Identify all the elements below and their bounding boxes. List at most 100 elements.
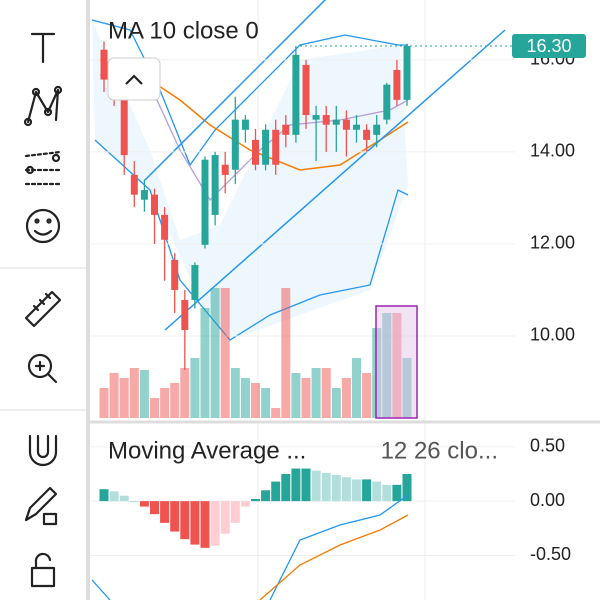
collapse-button[interactable]: [107, 57, 161, 101]
macd-bar: [281, 473, 291, 502]
volume-bar: [119, 378, 129, 418]
volume-bar: [271, 408, 281, 418]
volume-bar: [321, 368, 331, 418]
macd-bar: [139, 501, 149, 507]
tool-fib[interactable]: [24, 150, 62, 186]
last-price-label: 16.30: [526, 36, 571, 56]
candle-body: [100, 49, 108, 80]
bollinger-fill: [92, 20, 408, 340]
candle-body: [221, 164, 229, 175]
y-tick-label: 0.50: [530, 436, 565, 456]
ma-line: [99, 74, 409, 202]
macd-line: [91, 579, 111, 601]
tool-zoom[interactable]: [27, 353, 58, 384]
volume-bar: [150, 398, 159, 418]
last-price-badge: [512, 34, 586, 59]
signal-line: [259, 514, 409, 601]
tool-lock[interactable]: [30, 552, 56, 588]
candle-body: [272, 129, 280, 165]
macd-bar: [160, 501, 170, 523]
volume-bar: [180, 368, 190, 418]
macd-bar: [321, 472, 331, 502]
candle-body: [332, 119, 340, 125]
macd-bar: [392, 484, 402, 502]
volume-bar: [190, 358, 200, 418]
macd-bar: [362, 479, 372, 502]
candle-body: [312, 115, 320, 120]
volume-bar: [291, 373, 301, 418]
macd-bar: [170, 501, 180, 532]
volume-bar: [281, 288, 291, 418]
macd-bar: [129, 501, 139, 503]
candle-body: [211, 155, 219, 215]
macd-bar: [210, 501, 220, 546]
y-tick-label: 14.00: [530, 141, 575, 161]
volume-bar: [382, 313, 392, 418]
tool-lock-draw[interactable]: [24, 486, 58, 526]
candle-body: [241, 119, 249, 130]
indicator-title: MA 10 close 0: [108, 17, 259, 44]
macd-title: Moving Average ...: [108, 437, 306, 464]
tool-ruler[interactable]: [24, 290, 62, 328]
macd-bar: [251, 498, 260, 502]
candle-body: [353, 124, 360, 130]
y-tick-label: 10.00: [530, 325, 575, 345]
candle-body: [151, 194, 158, 215]
candle-body: [201, 159, 209, 245]
y-tick-label: 0.00: [530, 490, 565, 510]
volume-bar: [261, 388, 271, 418]
highlight-box: [375, 305, 418, 419]
candle-body: [140, 190, 148, 200]
candle-body: [282, 124, 290, 135]
macd-bar: [200, 501, 210, 548]
macd-bar: [291, 468, 301, 502]
volume-bar: [139, 370, 149, 418]
candle-body: [373, 124, 381, 135]
y-tick-label: 12.00: [530, 233, 575, 253]
macd-bar: [372, 481, 382, 502]
macd-bar: [230, 501, 240, 523]
candle-body: [181, 300, 189, 330]
candle-body: [231, 119, 239, 170]
volume-bar: [251, 383, 260, 418]
candle-body: [161, 214, 169, 240]
candle-body: [171, 260, 179, 290]
tool-text[interactable]: [30, 32, 56, 64]
candle-body: [302, 64, 310, 116]
macd-bar: [190, 501, 200, 545]
candle-body: [363, 129, 371, 140]
macd-bar: [220, 501, 230, 534]
macd-line: [269, 494, 409, 601]
trend-line: [144, 0, 327, 181]
macd-params: 12 26 clo...: [381, 437, 498, 464]
candle-body: [262, 129, 270, 165]
macd-bar: [331, 475, 341, 502]
candle-body: [383, 84, 391, 120]
macd-bar: [109, 491, 119, 502]
volume-bar: [352, 358, 361, 418]
volume-bar: [109, 373, 119, 418]
candle-body: [322, 115, 330, 125]
macd-bar: [352, 479, 361, 502]
volume-bar: [301, 378, 311, 418]
volume-bar: [220, 288, 230, 418]
macd-bar: [261, 490, 271, 502]
macd-bar: [150, 501, 159, 515]
volume-bar: [230, 368, 240, 418]
tool-magnet[interactable]: [28, 434, 58, 467]
volume-bar: [240, 378, 250, 418]
candle-body: [393, 69, 401, 100]
candle-body: [292, 54, 300, 135]
volume-bar: [170, 383, 180, 418]
macd-bar: [119, 495, 129, 502]
candle-body: [120, 99, 128, 156]
tool-pattern[interactable]: [23, 85, 63, 127]
macd-bar: [180, 501, 190, 540]
macd-bar: [402, 473, 412, 502]
macd-bar: [271, 481, 281, 502]
candle-body: [403, 46, 411, 100]
volume-bar: [362, 373, 372, 418]
volume-bar: [331, 388, 341, 418]
tool-emoji[interactable]: [25, 208, 61, 244]
